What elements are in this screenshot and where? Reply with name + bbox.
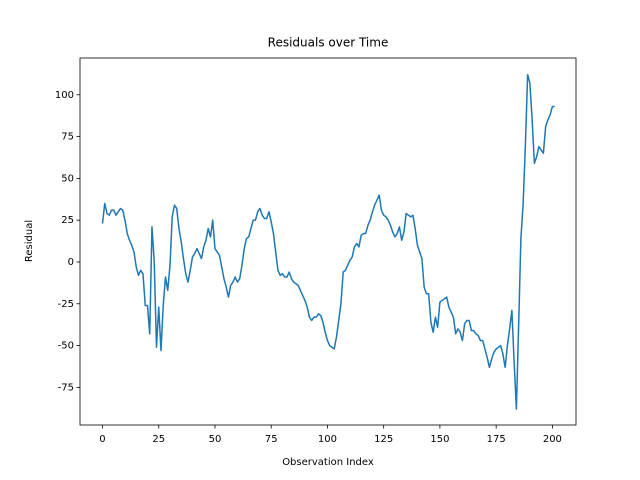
y-tick-label: -50 xyxy=(58,341,74,352)
chart-title: Residuals over Time xyxy=(268,36,389,50)
x-tick-label: 125 xyxy=(374,434,393,445)
y-axis-label: Residual xyxy=(24,220,35,262)
x-tick-label: 175 xyxy=(487,434,506,445)
y-tick-label: -75 xyxy=(58,382,74,393)
y-tick-label: 25 xyxy=(61,215,74,226)
y-tick-label: -25 xyxy=(58,299,74,310)
axes-frame xyxy=(79,57,577,426)
y-tick-label: 50 xyxy=(61,173,74,184)
x-tick-label: 75 xyxy=(265,434,278,445)
y-tick-label: 0 xyxy=(68,257,74,268)
x-axis-label: Observation Index xyxy=(282,457,374,468)
x-tick-label: 0 xyxy=(99,434,105,445)
plot-area: 0 25 50 75 100 125 150 175 200 -75 -50 -25 0 25 50 75 10… xyxy=(55,73,562,445)
x-tick-label: 25 xyxy=(152,434,165,445)
y-tick-label: 100 xyxy=(55,90,74,101)
x-tick-label: 150 xyxy=(430,434,449,445)
x-tick-label: 100 xyxy=(318,434,337,445)
x-tick-label: 200 xyxy=(543,434,562,445)
y-tick-label: 75 xyxy=(61,132,74,143)
data-line xyxy=(101,73,555,410)
x-tick-label: 50 xyxy=(209,434,222,445)
